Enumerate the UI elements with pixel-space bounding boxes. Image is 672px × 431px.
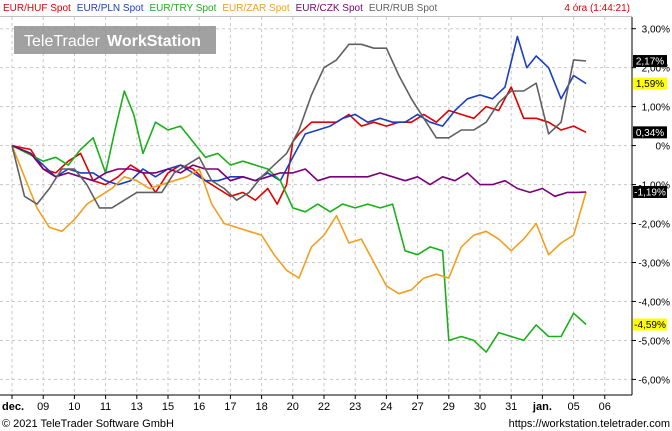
legend-item-2[interactable]: EUR/TRY Spot (150, 3, 217, 14)
x-tick-label: 29 (443, 401, 455, 413)
value-badge (633, 318, 667, 331)
legend: EUR/HUF Spot EUR/PLN Spot EUR/TRY Spot EUR/… (3, 3, 437, 14)
footer-bar (0, 414, 672, 431)
x-tick-label: 20 (287, 401, 299, 413)
series-line-5 (11, 43, 587, 209)
watermark-product: WorkStation (107, 33, 201, 50)
y-tick-label: 2,00% (642, 64, 670, 75)
value-badge-label: 2,17% (636, 57, 664, 68)
watermark-box (14, 26, 216, 54)
x-tick-label: 27 (411, 401, 423, 413)
x-tick-label: 15 (162, 401, 174, 413)
x-tick-label: 31 (505, 401, 517, 413)
x-tick-label: 22 (318, 401, 330, 413)
x-axis-ticks: dec. 09 10 11 13 15 16 17 18 20 22 23 24 27 29 30 31 jan.… (2, 395, 611, 413)
value-badge (633, 185, 667, 198)
value-badge-label: -4,59% (634, 320, 666, 331)
footer-copyright: © 2021 TeleTrader Software GmbH (2, 418, 174, 430)
y-tick-label: 0% (656, 142, 671, 153)
legend-item-1[interactable]: EUR/PLN Spot (77, 3, 144, 14)
value-badge (633, 77, 667, 90)
time-label: 4 óra (1:44:21) (564, 3, 630, 14)
footer-url[interactable]: https://workstation.teletrader.com (509, 418, 670, 430)
series-line-3 (11, 145, 587, 295)
legend-bar (0, 0, 632, 16)
value-badge-label: 1,59% (636, 79, 664, 90)
x-tick-label: 06 (599, 401, 611, 413)
series-line-4 (11, 144, 587, 198)
legend-item-5[interactable]: EUR/RUB Spot (369, 3, 438, 14)
x-tick-label: 13 (131, 401, 143, 413)
grid (0, 17, 632, 395)
legend-item-3[interactable]: EUR/ZAR Spot (222, 3, 289, 14)
x-tick-label: 23 (349, 401, 361, 413)
series-line-2 (11, 90, 587, 353)
x-tick-label: 09 (37, 401, 49, 413)
x-tick-label: dec. (2, 401, 24, 413)
series-line-0 (11, 86, 587, 205)
y-tick-label: -4,00% (638, 297, 670, 308)
y-tick-label: 1,00% (642, 103, 670, 114)
x-tick-label: 18 (255, 401, 267, 413)
value-badge (633, 55, 667, 68)
value-badge-label: -1,19% (634, 187, 666, 198)
y-tick-label: 3,00% (642, 25, 670, 36)
x-tick-label: 11 (100, 401, 111, 413)
value-badge (633, 126, 667, 139)
x-tick-label: 30 (474, 401, 486, 413)
x-tick-label: jan. (532, 401, 552, 413)
value-badges: 2,17% 1,59% 0,34% -1,19% -4,59% (633, 55, 667, 331)
series-lines (11, 35, 587, 353)
legend-item-4[interactable]: EUR/CZK Spot (296, 3, 363, 14)
x-tick-label: 16 (193, 401, 205, 413)
value-badge-label: 0,34% (636, 128, 664, 139)
x-tick-label: 24 (380, 401, 392, 413)
x-tick-label: 17 (224, 401, 236, 413)
y-tick-label: -3,00% (638, 259, 670, 270)
legend-item-0[interactable]: EUR/HUF Spot (3, 3, 71, 14)
y-tick-label: -6,00% (638, 375, 670, 386)
watermark-brand: TeleTrader (24, 33, 101, 50)
y-tick-label: -2,00% (638, 220, 670, 231)
x-tick-label: 10 (68, 401, 80, 413)
y-axis-ticks: 3,00%2,00%1,00%0%-1,00%-2,00%-3,00%-4,00… (632, 25, 671, 386)
series-line-1 (11, 35, 587, 186)
y-tick-label: -5,00% (638, 336, 670, 347)
x-tick-label: 05 (567, 401, 579, 413)
